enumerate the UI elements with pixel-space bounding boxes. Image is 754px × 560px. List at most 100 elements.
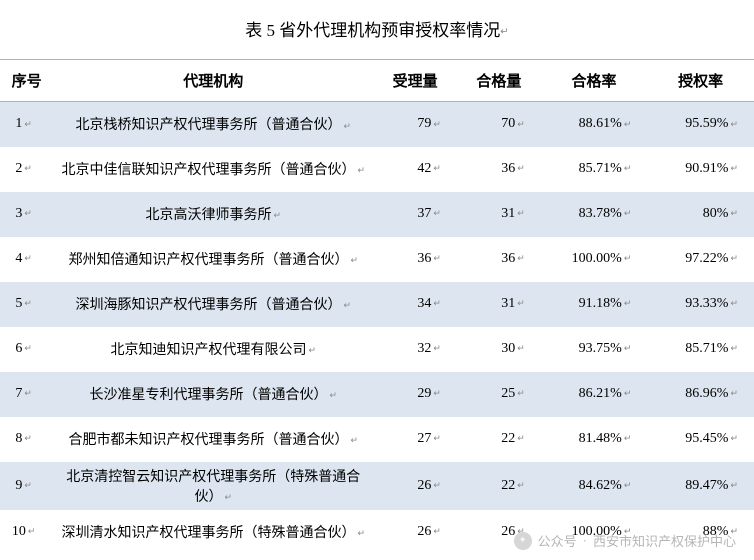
cell-authrate: 93.33%↵ [647, 282, 754, 327]
cell-received: 26↵ [373, 510, 457, 555]
enter-mark-icon: ↵ [24, 388, 32, 398]
cell-index: 6↵ [0, 327, 53, 372]
enter-mark-icon: ↵ [343, 121, 351, 131]
enter-mark-icon: ↵ [517, 298, 525, 308]
enter-mark-icon: ↵ [24, 433, 32, 443]
cell-received: 79↵ [373, 102, 457, 147]
cell-passrate: 91.18%↵ [541, 282, 648, 327]
wechat-icon: ✦ [514, 532, 532, 550]
cell-agency: 合肥市都未知识产权代理事务所（普通合伙）↵ [53, 417, 373, 462]
enter-mark-icon: ↵ [730, 119, 738, 129]
enter-mark-icon: ↵ [28, 526, 36, 536]
table-row: 8↵合肥市都未知识产权代理事务所（普通合伙）↵27↵22↵81.48%↵95.4… [0, 417, 754, 462]
enter-mark-icon: ↵ [343, 300, 351, 310]
cell-agency: 北京中佳信联知识产权代理事务所（普通合伙）↵ [53, 147, 373, 192]
cell-received: 26↵ [373, 462, 457, 510]
enter-mark-icon: ↵ [433, 163, 441, 173]
cell-received: 36↵ [373, 237, 457, 282]
cell-index: 2↵ [0, 147, 53, 192]
watermark-separator: · [583, 533, 587, 549]
enter-mark-icon: ↵ [24, 253, 32, 263]
cell-passed: 30↵ [457, 327, 541, 372]
enter-mark-icon: ↵ [517, 433, 525, 443]
cell-passed: 31↵ [457, 192, 541, 237]
header-passed: 合格量 [457, 60, 541, 102]
cell-index: 5↵ [0, 282, 53, 327]
enter-mark-icon: ↵ [517, 388, 525, 398]
enter-mark-icon: ↵ [624, 253, 632, 263]
cell-received: 27↵ [373, 417, 457, 462]
cell-passrate: 83.78%↵ [541, 192, 648, 237]
header-agency: 代理机构 [53, 60, 373, 102]
enter-mark-icon: ↵ [433, 208, 441, 218]
cell-agency: 北京知迪知识产权代理有限公司↵ [53, 327, 373, 372]
table-row: 5↵深圳海豚知识产权代理事务所（普通合伙）↵34↵31↵91.18%↵93.33… [0, 282, 754, 327]
table-title: 表 5 省外代理机构预审授权率情况↵ [0, 0, 754, 59]
cell-passrate: 93.75%↵ [541, 327, 648, 372]
cell-passed: 70↵ [457, 102, 541, 147]
cell-agency: 深圳海豚知识产权代理事务所（普通合伙）↵ [53, 282, 373, 327]
enter-mark-icon: ↵ [517, 253, 525, 263]
cell-agency: 郑州知倍通知识产权代理事务所（普通合伙）↵ [53, 237, 373, 282]
table-row: 1↵北京栈桥知识产权代理事务所（普通合伙）↵79↵70↵88.61%↵95.59… [0, 102, 754, 147]
table-title-text: 表 5 省外代理机构预审授权率情况 [245, 21, 500, 40]
enter-mark-icon: ↵ [24, 480, 32, 490]
enter-mark-icon: ↵ [624, 298, 632, 308]
enter-mark-icon: ↵ [273, 210, 281, 220]
cell-passed: 22↵ [457, 462, 541, 510]
table-header-row: 序号 代理机构 受理量 合格量 合格率 授权率 [0, 60, 754, 102]
cell-received: 34↵ [373, 282, 457, 327]
agency-table: 序号 代理机构 受理量 合格量 合格率 授权率 1↵北京栈桥知识产权代理事务所（… [0, 59, 754, 555]
cell-index: 3↵ [0, 192, 53, 237]
enter-mark-icon: ↵ [433, 253, 441, 263]
cell-received: 32↵ [373, 327, 457, 372]
cell-passrate: 84.62%↵ [541, 462, 648, 510]
cell-passrate: 100.00%↵ [541, 237, 648, 282]
enter-mark-icon: ↵ [624, 163, 632, 173]
cell-passed: 36↵ [457, 237, 541, 282]
enter-mark-icon: ↵ [624, 343, 632, 353]
cell-index: 9↵ [0, 462, 53, 510]
enter-mark-icon: ↵ [24, 298, 32, 308]
enter-mark-icon: ↵ [730, 480, 738, 490]
enter-mark-icon: ↵ [24, 208, 32, 218]
cell-received: 37↵ [373, 192, 457, 237]
cell-index: 8↵ [0, 417, 53, 462]
cell-passrate: 81.48%↵ [541, 417, 648, 462]
enter-mark-icon: ↵ [433, 119, 441, 129]
enter-mark-icon: ↵ [24, 343, 32, 353]
enter-mark-icon: ↵ [357, 165, 365, 175]
header-index: 序号 [0, 60, 53, 102]
cell-passrate: 88.61%↵ [541, 102, 648, 147]
table-row: 2↵北京中佳信联知识产权代理事务所（普通合伙）↵42↵36↵85.71%↵90.… [0, 147, 754, 192]
header-received: 受理量 [373, 60, 457, 102]
enter-mark-icon: ↵ [433, 480, 441, 490]
cell-authrate: 89.47%↵ [647, 462, 754, 510]
cell-agency: 深圳清水知识产权代理事务所（特殊普通合伙）↵ [53, 510, 373, 555]
cell-passed: 25↵ [457, 372, 541, 417]
header-authrate: 授权率 [647, 60, 754, 102]
enter-mark-icon: ↵ [624, 119, 632, 129]
table-row: 9↵北京清控智云知识产权代理事务所（特殊普通合伙）↵26↵22↵84.62%↵8… [0, 462, 754, 510]
enter-mark-icon: ↵ [433, 298, 441, 308]
enter-mark-icon: ↵ [517, 119, 525, 129]
enter-mark-icon: ↵ [517, 163, 525, 173]
cell-index: 7↵ [0, 372, 53, 417]
cell-authrate: 85.71%↵ [647, 327, 754, 372]
cell-authrate: 95.45%↵ [647, 417, 754, 462]
enter-mark-icon: ↵ [517, 480, 525, 490]
cell-received: 42↵ [373, 147, 457, 192]
enter-mark-icon: ↵ [624, 433, 632, 443]
cell-authrate: 86.96%↵ [647, 372, 754, 417]
cell-passed: 22↵ [457, 417, 541, 462]
cell-index: 4↵ [0, 237, 53, 282]
watermark: ✦ 公众号 · 西安市知识产权保护中心 [514, 531, 736, 550]
enter-mark-icon: ↵ [517, 208, 525, 218]
cell-agency: 北京高沃律师事务所↵ [53, 192, 373, 237]
table-row: 6↵北京知迪知识产权代理有限公司↵32↵30↵93.75%↵85.71%↵ [0, 327, 754, 372]
enter-mark-icon: ↵ [24, 163, 32, 173]
cell-authrate: 97.22%↵ [647, 237, 754, 282]
cell-authrate: 90.91%↵ [647, 147, 754, 192]
enter-mark-icon: ↵ [433, 526, 441, 536]
cell-index: 1↵ [0, 102, 53, 147]
